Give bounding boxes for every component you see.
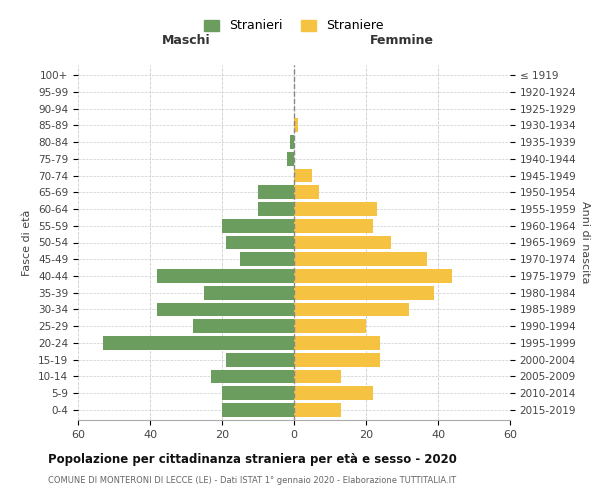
Bar [294, 202, 377, 216]
Bar [294, 353, 380, 366]
Bar [294, 219, 373, 232]
Bar [287, 152, 294, 166]
Bar [258, 186, 294, 199]
Bar [294, 236, 391, 250]
Bar [294, 386, 373, 400]
Bar [294, 269, 452, 283]
Bar [294, 370, 341, 384]
Bar [294, 168, 312, 182]
Bar [157, 302, 294, 316]
Bar [103, 336, 294, 350]
Bar [226, 353, 294, 366]
Text: Maschi: Maschi [161, 34, 211, 46]
Bar [157, 269, 294, 283]
Y-axis label: Anni di nascita: Anni di nascita [580, 201, 590, 284]
Bar [294, 286, 434, 300]
Bar [290, 135, 294, 149]
Bar [294, 336, 380, 350]
Bar [204, 286, 294, 300]
Bar [294, 186, 319, 199]
Bar [294, 252, 427, 266]
Bar [226, 236, 294, 250]
Bar [294, 302, 409, 316]
Bar [222, 403, 294, 417]
Bar [222, 219, 294, 232]
Text: Popolazione per cittadinanza straniera per età e sesso - 2020: Popolazione per cittadinanza straniera p… [48, 452, 457, 466]
Bar [240, 252, 294, 266]
Bar [294, 118, 298, 132]
Bar [211, 370, 294, 384]
Bar [294, 320, 366, 333]
Legend: Stranieri, Straniere: Stranieri, Straniere [199, 14, 389, 38]
Y-axis label: Fasce di età: Fasce di età [22, 210, 32, 276]
Bar [294, 403, 341, 417]
Bar [222, 386, 294, 400]
Text: COMUNE DI MONTERONI DI LECCE (LE) - Dati ISTAT 1° gennaio 2020 - Elaborazione TU: COMUNE DI MONTERONI DI LECCE (LE) - Dati… [48, 476, 456, 485]
Text: Femmine: Femmine [370, 34, 434, 46]
Bar [193, 320, 294, 333]
Bar [258, 202, 294, 216]
